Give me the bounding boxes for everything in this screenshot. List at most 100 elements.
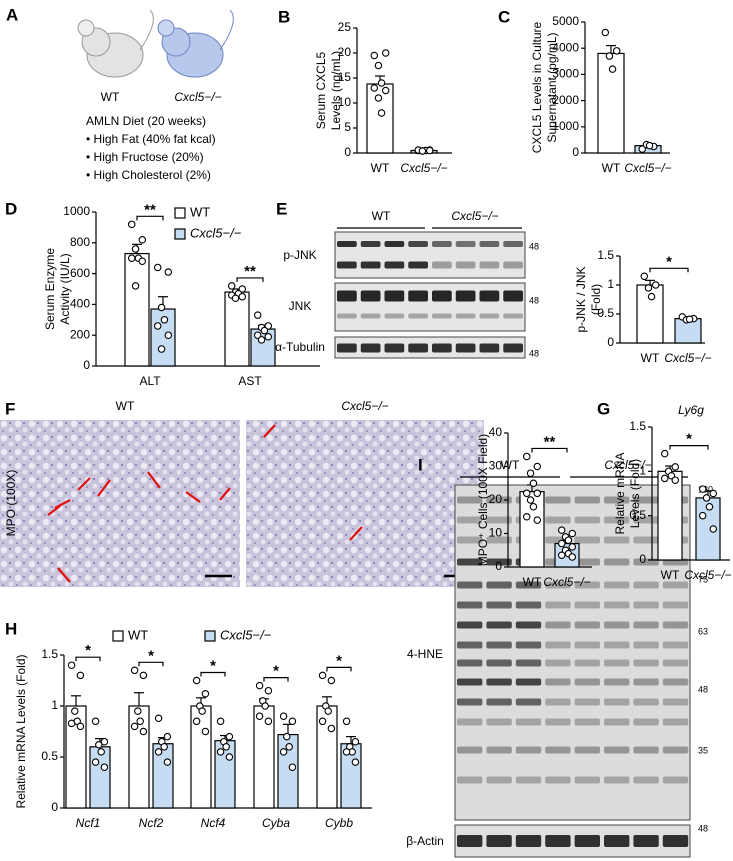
significance-bracket bbox=[236, 277, 264, 282]
mouse-label: Cxcl5−/− bbox=[174, 90, 221, 104]
data-point bbox=[698, 511, 707, 520]
band bbox=[503, 343, 523, 353]
band bbox=[457, 641, 483, 649]
y-axis-label: (Fold) bbox=[589, 284, 603, 315]
band bbox=[545, 601, 571, 609]
band bbox=[662, 718, 689, 726]
image-title: Cxcl5−/− bbox=[341, 399, 388, 413]
significance-label: ** bbox=[244, 263, 256, 280]
x-tick-label: WT bbox=[602, 161, 621, 175]
data-point bbox=[644, 284, 653, 292]
x-tick-label: ALT bbox=[139, 374, 161, 388]
legend-swatch bbox=[204, 630, 216, 642]
band bbox=[457, 601, 483, 609]
y-axis-label: Supernatant (pg/mL) bbox=[545, 32, 559, 142]
data-point bbox=[285, 743, 293, 751]
panel-letter: I bbox=[418, 455, 423, 474]
data-point bbox=[377, 109, 386, 117]
band bbox=[604, 601, 630, 609]
data-point bbox=[612, 47, 621, 55]
band bbox=[360, 313, 381, 319]
band bbox=[515, 641, 542, 649]
band bbox=[604, 835, 630, 847]
data-point bbox=[279, 712, 288, 720]
band bbox=[457, 776, 483, 784]
y-tick-label: 10 bbox=[338, 95, 352, 109]
band bbox=[486, 496, 512, 504]
data-point bbox=[647, 292, 656, 301]
data-point bbox=[638, 145, 647, 153]
data-point bbox=[71, 707, 79, 715]
band bbox=[545, 776, 571, 784]
mouse-label: WT bbox=[101, 90, 120, 104]
data-point bbox=[526, 469, 535, 477]
band bbox=[604, 516, 630, 524]
x-tick-label: WT bbox=[641, 351, 660, 365]
band bbox=[457, 536, 483, 544]
band bbox=[604, 718, 630, 726]
data-point bbox=[138, 257, 147, 266]
band bbox=[604, 581, 630, 589]
data-point bbox=[381, 49, 390, 57]
data-point bbox=[705, 503, 714, 511]
bar bbox=[366, 83, 394, 154]
band bbox=[515, 835, 542, 847]
band bbox=[408, 313, 428, 319]
data-point bbox=[522, 452, 531, 461]
y-tick-label: 0 bbox=[572, 145, 579, 159]
group-label: Cxcl5−/− bbox=[604, 458, 651, 472]
x-tick-label: Cxcl5−/− bbox=[543, 575, 590, 589]
band bbox=[604, 496, 630, 504]
band bbox=[574, 558, 600, 566]
band bbox=[633, 746, 659, 754]
data-point bbox=[709, 525, 718, 533]
data-point bbox=[216, 748, 225, 756]
data-point bbox=[288, 717, 297, 726]
band bbox=[662, 746, 689, 754]
y-tick-label: 30 bbox=[489, 459, 503, 473]
bar bbox=[124, 252, 150, 367]
data-point bbox=[157, 345, 166, 353]
band bbox=[455, 343, 476, 353]
legend-label: Cxcl5−/− bbox=[220, 627, 272, 642]
band bbox=[545, 516, 571, 524]
data-point bbox=[370, 51, 379, 60]
data-point bbox=[568, 553, 577, 561]
band bbox=[486, 621, 512, 629]
band bbox=[503, 313, 523, 319]
band bbox=[503, 290, 523, 302]
data-point bbox=[255, 712, 264, 720]
data-point bbox=[91, 758, 100, 766]
band bbox=[545, 496, 571, 504]
data-point bbox=[264, 717, 273, 726]
band bbox=[545, 835, 571, 847]
significance-label: * bbox=[686, 431, 692, 448]
band bbox=[360, 241, 381, 247]
band bbox=[662, 835, 689, 847]
band bbox=[604, 776, 630, 784]
y-tick-label: 0.5 bbox=[597, 306, 614, 320]
band bbox=[432, 290, 452, 302]
y-axis-label: CXCL5 Levels in Culture bbox=[530, 21, 544, 153]
band bbox=[479, 343, 500, 353]
data-point bbox=[153, 322, 162, 330]
y-tick-label: 20 bbox=[489, 492, 503, 506]
band bbox=[457, 581, 483, 589]
data-point bbox=[238, 285, 247, 293]
y-tick-label: 20 bbox=[338, 45, 352, 59]
band bbox=[360, 290, 381, 302]
band bbox=[604, 558, 630, 566]
y-tick-label: 0 bbox=[83, 358, 90, 372]
y-tick-label: 200 bbox=[70, 327, 90, 341]
x-tick-label: Ncf2 bbox=[139, 816, 164, 830]
data-point bbox=[327, 724, 336, 733]
x-tick-label: WT bbox=[523, 575, 542, 589]
row-label: α-Tubulin bbox=[275, 340, 325, 354]
data-point bbox=[131, 282, 140, 290]
significance-label: * bbox=[85, 642, 91, 659]
band bbox=[604, 659, 630, 667]
panel-letter: F bbox=[5, 399, 15, 418]
significance-label: ** bbox=[544, 433, 556, 450]
blot-pjnk bbox=[334, 231, 526, 279]
x-tick-label: Ncf1 bbox=[76, 816, 101, 830]
